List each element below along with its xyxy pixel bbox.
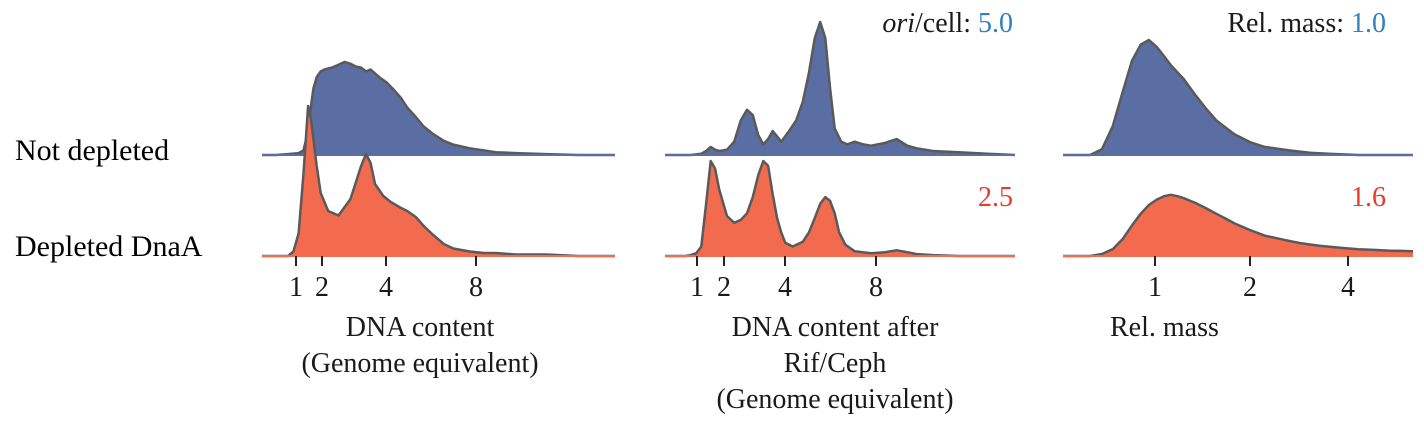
x-tick-label: 2	[315, 272, 329, 303]
x-axis-label: Rif/Ceph	[784, 348, 887, 379]
x-axis-label: (Genome equivalent)	[301, 348, 538, 379]
x-tick-label: 4	[379, 272, 393, 303]
x-axis-label: DNA content	[346, 312, 495, 343]
row-label-not-depleted: Not depleted	[15, 134, 169, 167]
x-axis-label: (Genome equivalent)	[716, 384, 953, 415]
stat-label-top: ori/cell: 5.0	[882, 8, 1013, 39]
stat-label-top: Rel. mass: 1.0	[1227, 8, 1386, 39]
x-axis-label: DNA content after	[732, 312, 939, 343]
x-tick-label: 2	[717, 272, 731, 303]
x-tick-label: 4	[1341, 272, 1355, 303]
x-axis-label: Rel. mass	[1110, 312, 1219, 343]
depleted-area-outline	[262, 104, 615, 258]
stat-value-bottom: 2.5	[978, 182, 1013, 213]
depleted-area	[262, 106, 615, 256]
panel-3: 1 2 4 Rel. mass Rel. mass: 1.0 1.6	[1063, 8, 1414, 343]
depleted-area-outline	[1063, 193, 1414, 258]
x-tick-label: 1	[289, 272, 303, 303]
x-tick-label: 2	[1243, 272, 1257, 303]
stat-value-bottom: 1.6	[1351, 182, 1386, 213]
panel-2: 1 2 4 8 DNA content after Rif/Ceph (Genome equ…	[665, 8, 1016, 415]
row-label-depleted-dnaa: Depleted DnaA	[15, 230, 203, 263]
x-tick-label: 1	[690, 272, 704, 303]
depleted-area-outline	[665, 159, 1015, 258]
not-depleted-area-outline	[665, 20, 1016, 157]
x-tick-label: 8	[469, 272, 483, 303]
not-depleted-area	[262, 61, 615, 155]
x-tick-label: 4	[778, 272, 792, 303]
not-depleted-area-outline	[1063, 38, 1413, 157]
not-depleted-area	[1063, 40, 1413, 155]
not-depleted-area	[665, 22, 1015, 155]
x-tick-label: 1	[1148, 272, 1162, 303]
panel-1: 1 2 4 8 DNA content (Genome equivalent)	[262, 60, 615, 379]
x-tick-label: 8	[869, 272, 883, 303]
depleted-area	[665, 161, 1015, 256]
